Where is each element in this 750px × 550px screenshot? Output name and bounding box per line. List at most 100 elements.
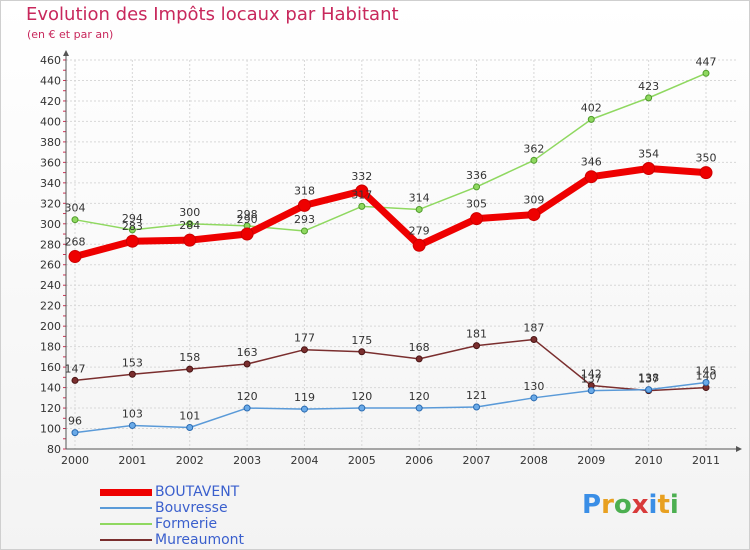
y-tick-label: 160 (40, 361, 61, 374)
series-line-mureaumont (74, 338, 707, 392)
y-tick-label: 100 (40, 423, 61, 436)
data-point-formerie (415, 205, 423, 213)
data-point-formerie (530, 156, 538, 164)
legend-label: Mureaumont (155, 532, 245, 548)
data-point-formerie (128, 226, 136, 234)
series-layer (68, 69, 713, 437)
y-tick-label: 180 (40, 341, 61, 354)
data-point-bouvresse (243, 404, 251, 412)
data-label-bouvresse: 101 (179, 410, 200, 423)
data-label-bouvresse: 145 (696, 364, 717, 377)
data-label-mureaumont: 175 (351, 334, 372, 347)
data-point-bouvresse (186, 424, 194, 432)
legend: BOUTAVENT Bouvresse Formerie Mureaumont (100, 484, 300, 548)
data-point-boutavent (470, 212, 484, 226)
data-point-formerie (186, 220, 194, 228)
grid (66, 59, 736, 450)
data-label-formerie: 402 (581, 101, 602, 114)
data-label-bouvresse: 120 (237, 390, 258, 403)
data-point-formerie (300, 227, 308, 235)
data-point-boutavent (240, 227, 254, 241)
data-point-mureaumont (300, 346, 308, 354)
data-point-formerie (473, 183, 481, 191)
data-label-bouvresse: 138 (638, 372, 659, 385)
data-point-mureaumont (128, 370, 136, 378)
legend-swatch (100, 523, 152, 525)
chart-subtitle: (en € et par an) (27, 28, 114, 41)
data-label-boutavent: 305 (466, 198, 487, 211)
data-label-mureaumont: 163 (237, 346, 258, 359)
x-tick-label: 2006 (405, 454, 433, 467)
data-label-bouvresse: 120 (351, 390, 372, 403)
data-label-mureaumont: 153 (122, 356, 143, 369)
data-point-bouvresse (587, 387, 595, 395)
data-point-bouvresse (128, 421, 136, 429)
data-point-boutavent (642, 162, 656, 176)
data-label-formerie: 294 (122, 212, 143, 225)
data-label-formerie: 447 (696, 55, 717, 68)
x-tick-label: 2003 (233, 454, 261, 467)
y-tick-label: 460 (40, 54, 61, 67)
data-point-mureaumont (358, 348, 366, 356)
y-tick-label: 340 (40, 177, 61, 190)
data-label-mureaumont: 147 (65, 362, 86, 375)
legend-swatch (100, 539, 152, 541)
data-label-bouvresse: 130 (523, 380, 544, 393)
data-label-bouvresse: 137 (581, 373, 602, 386)
legend-item-formerie: Formerie (100, 516, 300, 532)
data-label-mureaumont: 142 (581, 368, 602, 381)
data-label-formerie: 317 (351, 188, 372, 201)
data-label-boutavent: 279 (409, 224, 430, 237)
y-tick-label: 120 (40, 402, 61, 415)
data-point-formerie (702, 69, 710, 77)
y-tick-label: 440 (40, 74, 61, 87)
y-tick-label: 140 (40, 382, 61, 395)
data-label-formerie: 304 (65, 202, 86, 215)
legend-item-boutavent: BOUTAVENT (100, 484, 300, 500)
legend-swatch (100, 489, 152, 496)
data-point-bouvresse (358, 404, 366, 412)
data-label-boutavent: 354 (638, 148, 659, 161)
data-label-mureaumont: 181 (466, 328, 487, 341)
data-point-boutavent (125, 234, 139, 248)
data-point-bouvresse (415, 404, 423, 412)
data-point-formerie (587, 115, 595, 123)
x-tick-label: 2009 (577, 454, 605, 467)
data-point-mureaumont (415, 355, 423, 363)
data-label-boutavent: 350 (696, 152, 717, 165)
y-tick-label: 200 (40, 320, 61, 333)
x-tick-label: 2004 (290, 454, 318, 467)
data-label-formerie: 298 (237, 208, 258, 221)
data-label-mureaumont: 177 (294, 332, 315, 345)
data-point-bouvresse (300, 405, 308, 413)
data-point-formerie (71, 216, 79, 224)
legend-swatch (100, 507, 152, 509)
data-label-mureaumont: 187 (523, 321, 544, 334)
data-label-bouvresse: 120 (409, 390, 430, 403)
legend-label: Bouvresse (155, 500, 228, 516)
x-tick-label: 2007 (463, 454, 491, 467)
data-point-formerie (358, 202, 366, 210)
data-label-boutavent: 318 (294, 184, 315, 197)
data-point-mureaumont (530, 335, 538, 343)
legend-item-mureaumont: Mureaumont (100, 532, 300, 548)
data-point-boutavent (584, 170, 598, 184)
data-label-bouvresse: 96 (68, 415, 82, 428)
series-line-bouvresse (74, 381, 707, 434)
y-tick-label: 220 (40, 300, 61, 313)
data-label-bouvresse: 119 (294, 391, 315, 404)
data-labels: 268 283 284 290 318 332 279 305 309 346 354 350 96 10… (65, 55, 717, 427)
data-label-formerie: 300 (179, 206, 200, 219)
data-label-boutavent: 283 (122, 220, 143, 233)
data-point-boutavent (183, 233, 197, 247)
data-point-boutavent (527, 208, 541, 222)
y-tick-label: 420 (40, 95, 61, 108)
chart-title: Evolution des Impôts locaux par Habitant (26, 4, 399, 25)
data-label-bouvresse: 103 (122, 407, 143, 420)
data-label-formerie: 293 (294, 213, 315, 226)
legend-label: BOUTAVENT (155, 484, 240, 500)
data-label-formerie: 336 (466, 169, 487, 182)
x-tick-label: 2011 (692, 454, 720, 467)
data-label-bouvresse: 121 (466, 389, 487, 402)
